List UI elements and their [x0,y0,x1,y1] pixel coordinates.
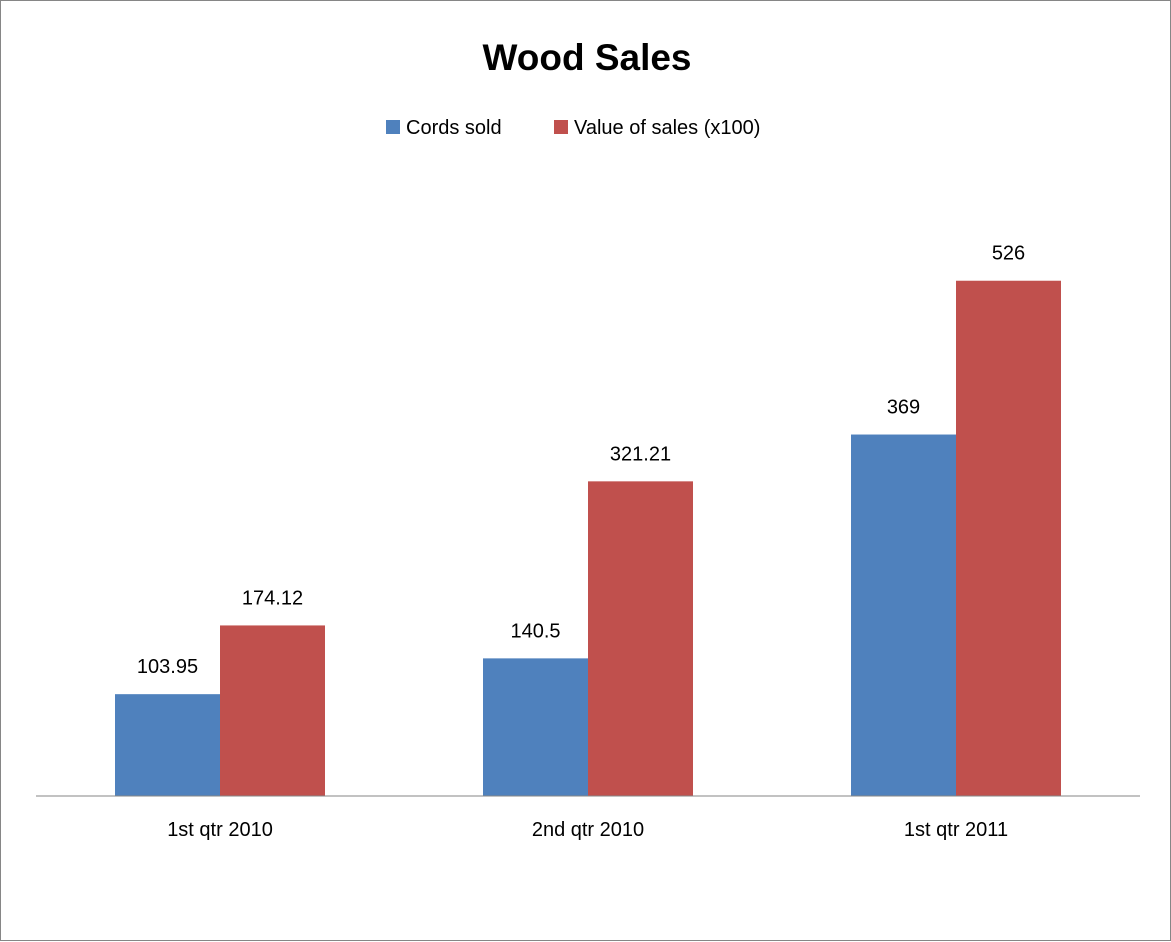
bar-cords-sold-2 [851,434,956,796]
data-label-cords-sold-0: 103.95 [137,656,198,678]
legend-swatch-value-of-sales [554,120,568,134]
data-label-cords-sold-2: 369 [887,397,920,419]
data-labels-group: 103.95 174.12 140.5 321.21 369 526 [137,243,1025,678]
x-tick-label-1: 2nd qtr 2010 [532,819,644,841]
data-label-value-of-sales-0: 174.12 [242,587,303,609]
legend-label-value-of-sales: Value of sales (x100) [574,117,760,139]
x-axis-tick-labels: 1st qtr 2010 2nd qtr 2010 1st qtr 2011 [167,819,1008,841]
data-label-cords-sold-1: 140.5 [510,620,560,642]
data-label-value-of-sales-1: 321.21 [610,443,671,465]
legend: Cords sold Value of sales (x100) [386,117,760,139]
x-tick-label-2: 1st qtr 2011 [904,819,1008,841]
bars-group [115,280,1061,796]
bar-value-of-sales-1 [588,481,693,796]
x-tick-label-0: 1st qtr 2010 [167,819,273,841]
bar-value-of-sales-0 [220,625,325,796]
chart-title: Wood Sales [482,37,691,78]
legend-swatch-cords-sold [386,120,400,134]
data-label-value-of-sales-2: 526 [992,243,1025,265]
bar-cords-sold-0 [115,694,220,796]
bar-cords-sold-1 [483,658,588,796]
bar-value-of-sales-2 [956,280,1061,796]
legend-label-cords-sold: Cords sold [406,117,502,139]
